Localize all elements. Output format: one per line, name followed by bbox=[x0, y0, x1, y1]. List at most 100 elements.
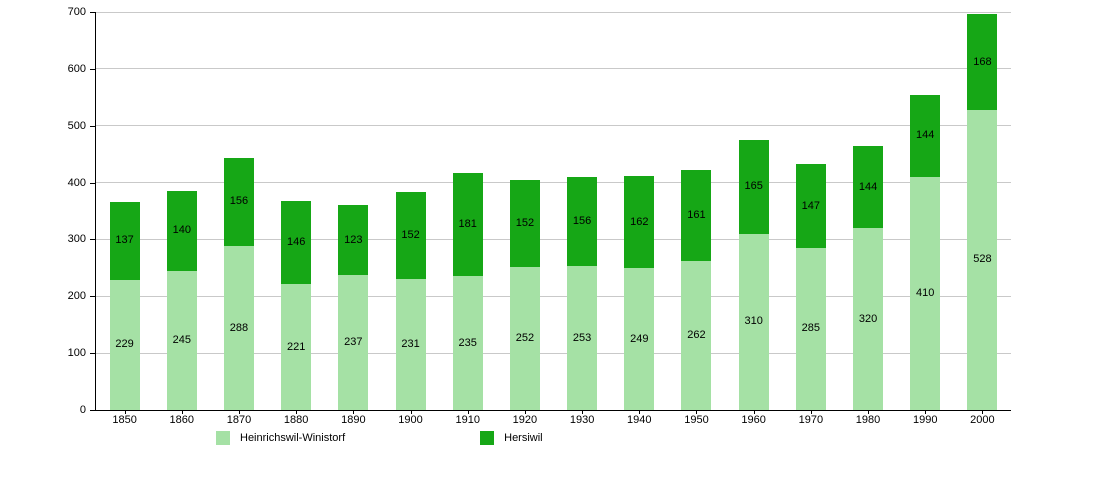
bar-segment-heinrichswil-winistorf: 221 bbox=[281, 284, 312, 410]
bar-segment-hersiwil: 144 bbox=[910, 95, 941, 177]
bar-segment-hersiwil: 156 bbox=[223, 157, 254, 247]
x-tick-mark bbox=[124, 410, 126, 414]
bar-2000: 528 168 bbox=[967, 14, 998, 410]
bar-1970: 285 147 bbox=[795, 164, 826, 410]
bar-1900: 231 152 bbox=[395, 192, 426, 410]
bar-segment-heinrichswil-winistorf: 288 bbox=[223, 246, 254, 410]
x-tick-label: 1920 bbox=[512, 414, 538, 426]
bar-1950: 262 161 bbox=[681, 169, 712, 410]
value-label: 288 bbox=[229, 321, 249, 334]
plot-area: 229 137 1850 245 140 1860 288 156 1870 221 146 1880… bbox=[95, 11, 1011, 426]
y-tick-mark bbox=[90, 410, 95, 411]
bar-segment-heinrichswil-winistorf: 249 bbox=[624, 268, 655, 410]
value-label: 162 bbox=[630, 215, 649, 228]
x-tick-mark bbox=[753, 410, 755, 414]
x-tick-label: 1870 bbox=[226, 414, 252, 426]
y-tick-mark bbox=[90, 12, 95, 13]
x-tick-mark bbox=[238, 410, 240, 414]
bar-segment-hersiwil: 152 bbox=[509, 180, 540, 267]
bar-1860: 245 140 bbox=[166, 191, 197, 410]
x-tick-mark bbox=[696, 410, 698, 414]
value-label: 235 bbox=[458, 336, 477, 349]
y-tick-label: 0 bbox=[79, 404, 86, 416]
bar-1850: 229 137 bbox=[109, 201, 140, 410]
bar-segment-hersiwil: 168 bbox=[967, 14, 998, 110]
x-tick-mark bbox=[810, 410, 812, 414]
y-tick-mark bbox=[90, 125, 95, 127]
x-tick-mark bbox=[296, 410, 298, 414]
x-tick-label: 1960 bbox=[741, 414, 766, 426]
value-label: 123 bbox=[344, 233, 363, 246]
x-tick-label: 1880 bbox=[283, 414, 309, 426]
bar-segment-hersiwil: 137 bbox=[109, 201, 140, 280]
bar-1920: 252 152 bbox=[509, 180, 540, 410]
bar-1880: 221 146 bbox=[281, 201, 312, 410]
x-tick-label: 1930 bbox=[569, 414, 595, 426]
x-tick-label: 1900 bbox=[398, 414, 423, 426]
bar-segment-heinrichswil-winistorf: 235 bbox=[452, 276, 483, 410]
x-tick-label: 1980 bbox=[855, 414, 881, 426]
value-label: 181 bbox=[458, 218, 477, 231]
y-tick-label: 300 bbox=[67, 233, 86, 246]
value-label: 262 bbox=[687, 329, 706, 342]
value-label: 237 bbox=[344, 336, 363, 349]
bar-1980: 320 144 bbox=[853, 146, 884, 410]
y-tick-mark bbox=[90, 296, 95, 298]
y-tick-label: 200 bbox=[67, 290, 86, 303]
bar-segment-heinrichswil-winistorf: 253 bbox=[567, 266, 598, 410]
value-label: 221 bbox=[286, 340, 306, 353]
value-label: 156 bbox=[572, 215, 592, 228]
bar-segment-heinrichswil-winistorf: 285 bbox=[795, 247, 826, 410]
bar-segment-hersiwil: 161 bbox=[681, 169, 712, 262]
y-tick-label: 600 bbox=[67, 62, 86, 75]
x-tick-label: 1970 bbox=[798, 414, 824, 426]
y-tick-label: 700 bbox=[67, 6, 86, 18]
value-label: 320 bbox=[858, 312, 878, 325]
x-tick-label: 1850 bbox=[112, 414, 137, 426]
gridline bbox=[96, 238, 1011, 240]
gridline bbox=[96, 182, 1011, 184]
gridline bbox=[96, 11, 1011, 13]
x-tick-label: 1940 bbox=[627, 414, 652, 426]
legend-swatch-heinrichswil-winistorf bbox=[216, 431, 230, 445]
y-tick-mark bbox=[90, 239, 95, 241]
bar-segment-hersiwil: 140 bbox=[166, 191, 197, 271]
value-label: 168 bbox=[973, 55, 992, 68]
bar-segment-hersiwil: 156 bbox=[567, 177, 598, 267]
bar-segment-heinrichswil-winistorf: 229 bbox=[109, 279, 140, 410]
y-tick-mark bbox=[90, 353, 95, 355]
bar-1990: 410 144 bbox=[910, 95, 941, 410]
gridline bbox=[96, 295, 1011, 297]
x-tick-label: 1910 bbox=[455, 414, 480, 426]
bar-segment-hersiwil: 147 bbox=[795, 164, 826, 248]
y-tick-label: 500 bbox=[67, 119, 86, 132]
bar-1910: 235 181 bbox=[452, 173, 483, 410]
bar-segment-heinrichswil-winistorf: 237 bbox=[338, 275, 369, 410]
legend-swatch-hersiwil bbox=[480, 431, 495, 445]
x-tick-mark bbox=[868, 410, 870, 414]
value-label: 285 bbox=[801, 322, 821, 335]
bar-segment-heinrichswil-winistorf: 262 bbox=[681, 261, 712, 410]
legend-label-heinrichswil-winistorf: Heinrichswil-Winistorf bbox=[240, 432, 346, 444]
value-label: 152 bbox=[401, 228, 420, 241]
value-label: 245 bbox=[172, 333, 191, 346]
x-tick-label: 1950 bbox=[684, 414, 709, 426]
x-tick-mark bbox=[524, 410, 526, 414]
value-label: 253 bbox=[572, 331, 592, 344]
value-label: 144 bbox=[858, 180, 878, 193]
x-tick-mark bbox=[467, 410, 469, 414]
value-label: 140 bbox=[172, 224, 191, 237]
gridline bbox=[96, 352, 1011, 354]
bar-1940: 249 162 bbox=[624, 176, 655, 410]
bar-segment-hersiwil: 162 bbox=[624, 176, 655, 269]
value-label: 249 bbox=[630, 332, 649, 345]
value-label: 161 bbox=[687, 208, 706, 221]
legend-label-hersiwil: Hersiwil bbox=[504, 432, 543, 444]
bar-segment-hersiwil: 181 bbox=[452, 173, 483, 277]
bar-1870: 288 156 bbox=[223, 157, 254, 410]
bar-segment-heinrichswil-winistorf: 245 bbox=[166, 270, 197, 410]
bar-1930: 253 156 bbox=[567, 177, 598, 410]
bar-segment-hersiwil: 123 bbox=[338, 205, 369, 276]
bar-1960: 310 165 bbox=[738, 139, 769, 410]
